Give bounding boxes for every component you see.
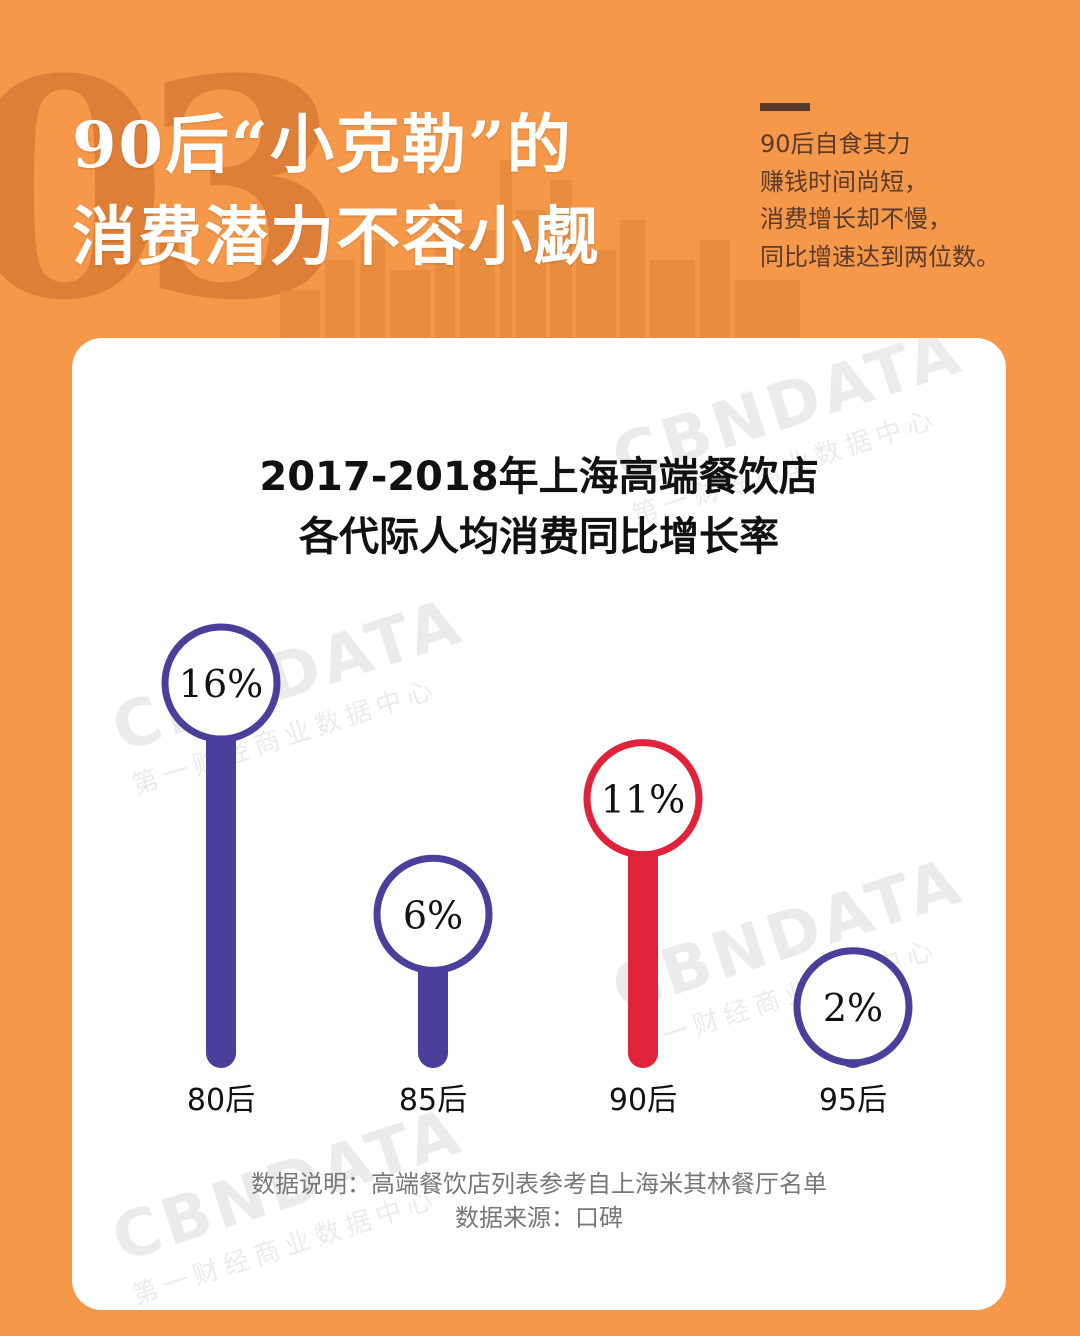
data-label-2: 6% [403,893,463,937]
side-note-line-1: 90后自食其力 [760,130,911,158]
bar-value-circle-4 [793,947,913,1067]
chart-title: 2017-2018年上海高端餐饮店 [259,454,819,500]
data-label-3: 11% [601,778,685,822]
chart-card: CBNDATA 第一财经商业数据中心 CBNDATA 第一财经商业数据中心 CB… [72,338,1006,1310]
category-label-2: 85后 [399,1083,467,1118]
data-label-1: 16% [179,662,263,706]
side-note: 90后自食其力 赚钱时间尚短， 消费增长却不慢， 同比增速达到两位数。 [760,126,1000,276]
data-label-4: 2% [823,986,883,1030]
bar-value-circle-2 [373,854,493,974]
category-label-1: 80后 [187,1083,255,1118]
side-note-line-4: 同比增速达到两位数。 [760,242,1000,271]
data-source: 数据来源：口碑 [455,1204,623,1232]
chart-subtitle: 各代际人均消费同比增长率 [299,514,779,560]
side-note-line-2: 赚钱时间尚短， [760,167,928,196]
lollipop-chart: 16% 80后 6% 85后 11% 90后 2% 95后 [161,623,913,1118]
bar-value-circle-3 [583,739,703,859]
city-skyline-illustration [280,140,800,340]
background-section-number: 03 [0,13,348,366]
category-label-3: 90后 [609,1083,677,1118]
headline: 90后“小克勒”的 消费潜力不容小觑 [72,100,600,284]
bar-value-circle-1 [161,623,281,743]
headline-line-2: 消费潜力不容小觑 [72,200,600,275]
data-note: 数据说明：高端餐饮店列表参考自上海米其林餐厅名单 [251,1170,827,1198]
headline-line-1: 90后“小克勒”的 [72,108,573,183]
side-note-line-3: 消费增长却不慢， [760,205,952,233]
category-label-4: 95后 [819,1083,887,1118]
side-note-accent-bar [760,103,810,111]
